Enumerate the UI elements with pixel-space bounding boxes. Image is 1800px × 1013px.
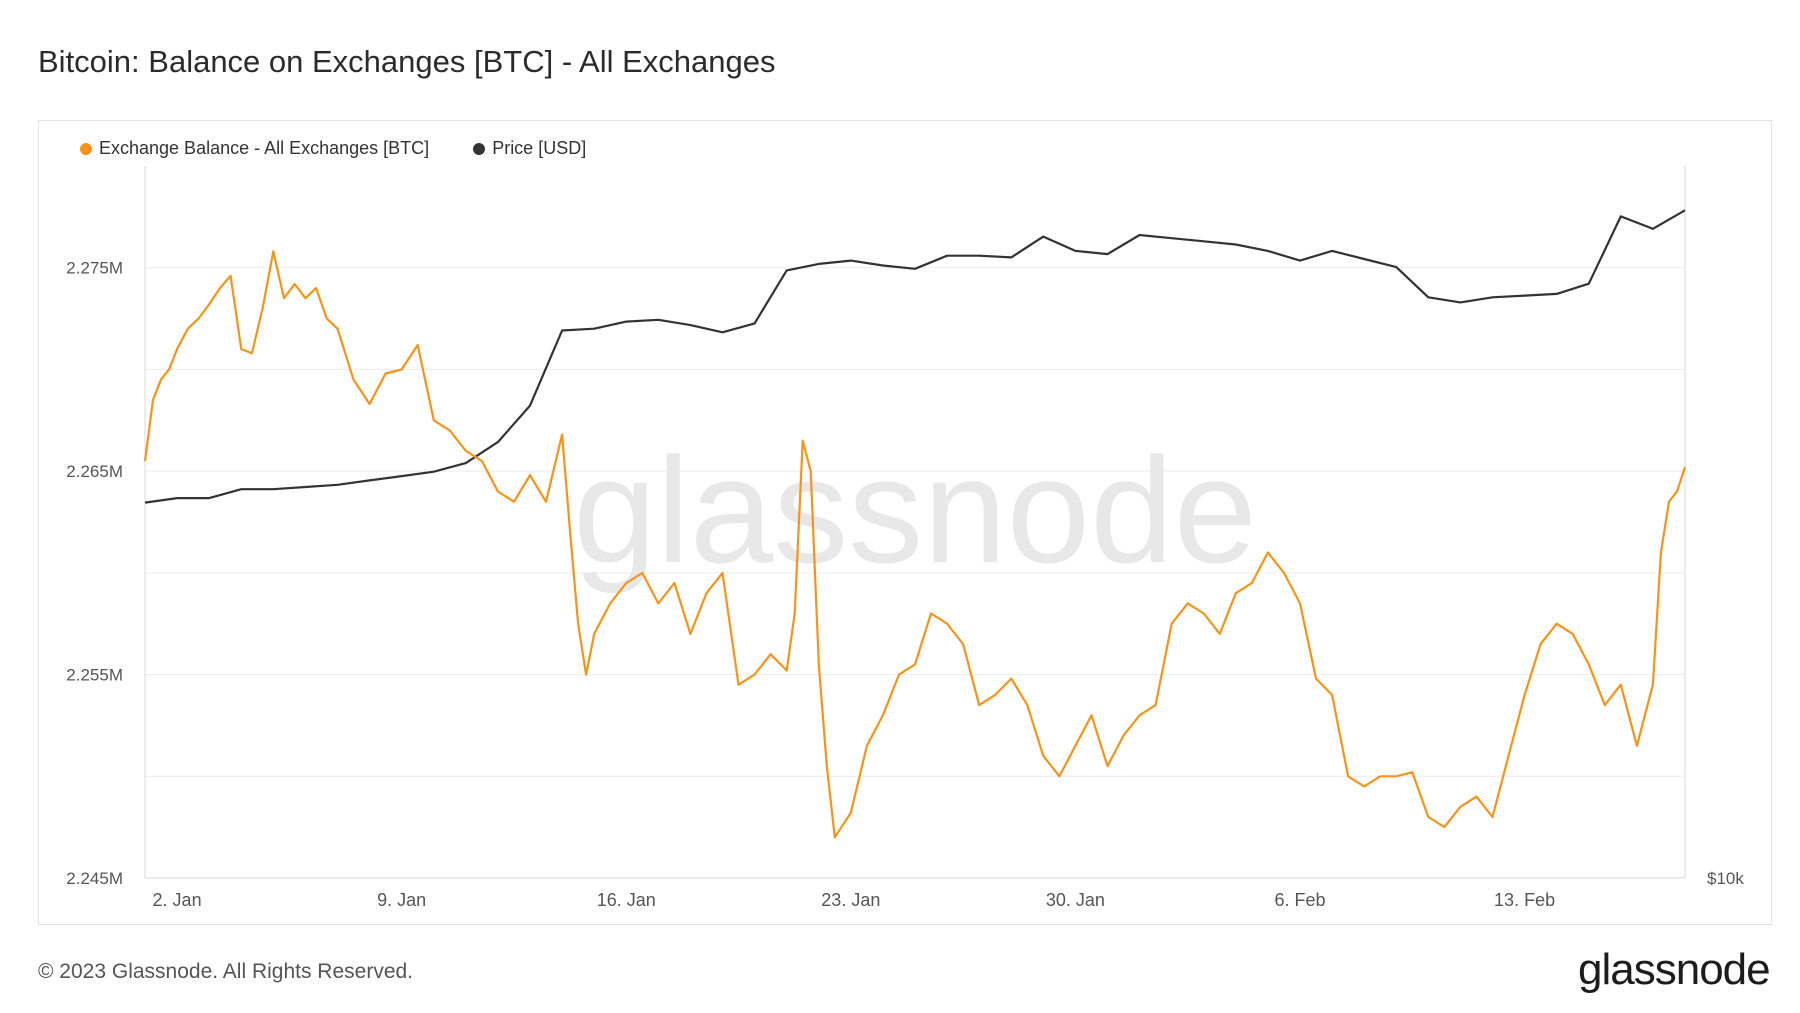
x-tick-label: 23. Jan xyxy=(821,890,880,910)
footer-copyright: © 2023 Glassnode. All Rights Reserved. xyxy=(38,960,414,983)
legend-balance-dot xyxy=(80,142,92,155)
page-title: Bitcoin: Balance on Exchanges [BTC] - Al… xyxy=(38,44,776,79)
balance-series-line xyxy=(143,250,1687,839)
x-tick-label: 13. Feb xyxy=(1494,890,1555,910)
chart-frame xyxy=(38,120,1772,925)
x-tick-label: 16. Jan xyxy=(597,890,656,910)
x-tick-label: 2. Jan xyxy=(153,890,202,910)
legend-price-dot xyxy=(473,142,486,155)
legend-item-price[interactable]: Price [USD] xyxy=(473,138,586,159)
y-tick-label: 2.275M xyxy=(66,259,123,278)
legend-price-label: Price [USD] xyxy=(492,138,587,158)
legend-item-balance[interactable]: Exchange Balance - All Exchanges [BTC] xyxy=(80,138,429,159)
watermark: glassnode xyxy=(573,426,1257,594)
price-series-line xyxy=(144,209,1686,504)
x-tick-label: 9. Jan xyxy=(377,890,426,910)
legend-balance-label: Exchange Balance - All Exchanges [BTC] xyxy=(99,138,430,158)
x-tick-label: 6. Feb xyxy=(1274,890,1325,910)
x-tick-label: 30. Jan xyxy=(1046,890,1105,910)
y-right-tick-label: $10k xyxy=(1707,869,1744,888)
y-tick-label: 2.265M xyxy=(66,462,123,481)
y-tick-label: 2.245M xyxy=(66,869,123,888)
glassnode-logo[interactable]: glassnode xyxy=(1578,945,1771,994)
chart-legend: Exchange Balance - All Exchanges [BTC] P… xyxy=(80,138,630,159)
y-tick-label: 2.255M xyxy=(66,666,123,685)
